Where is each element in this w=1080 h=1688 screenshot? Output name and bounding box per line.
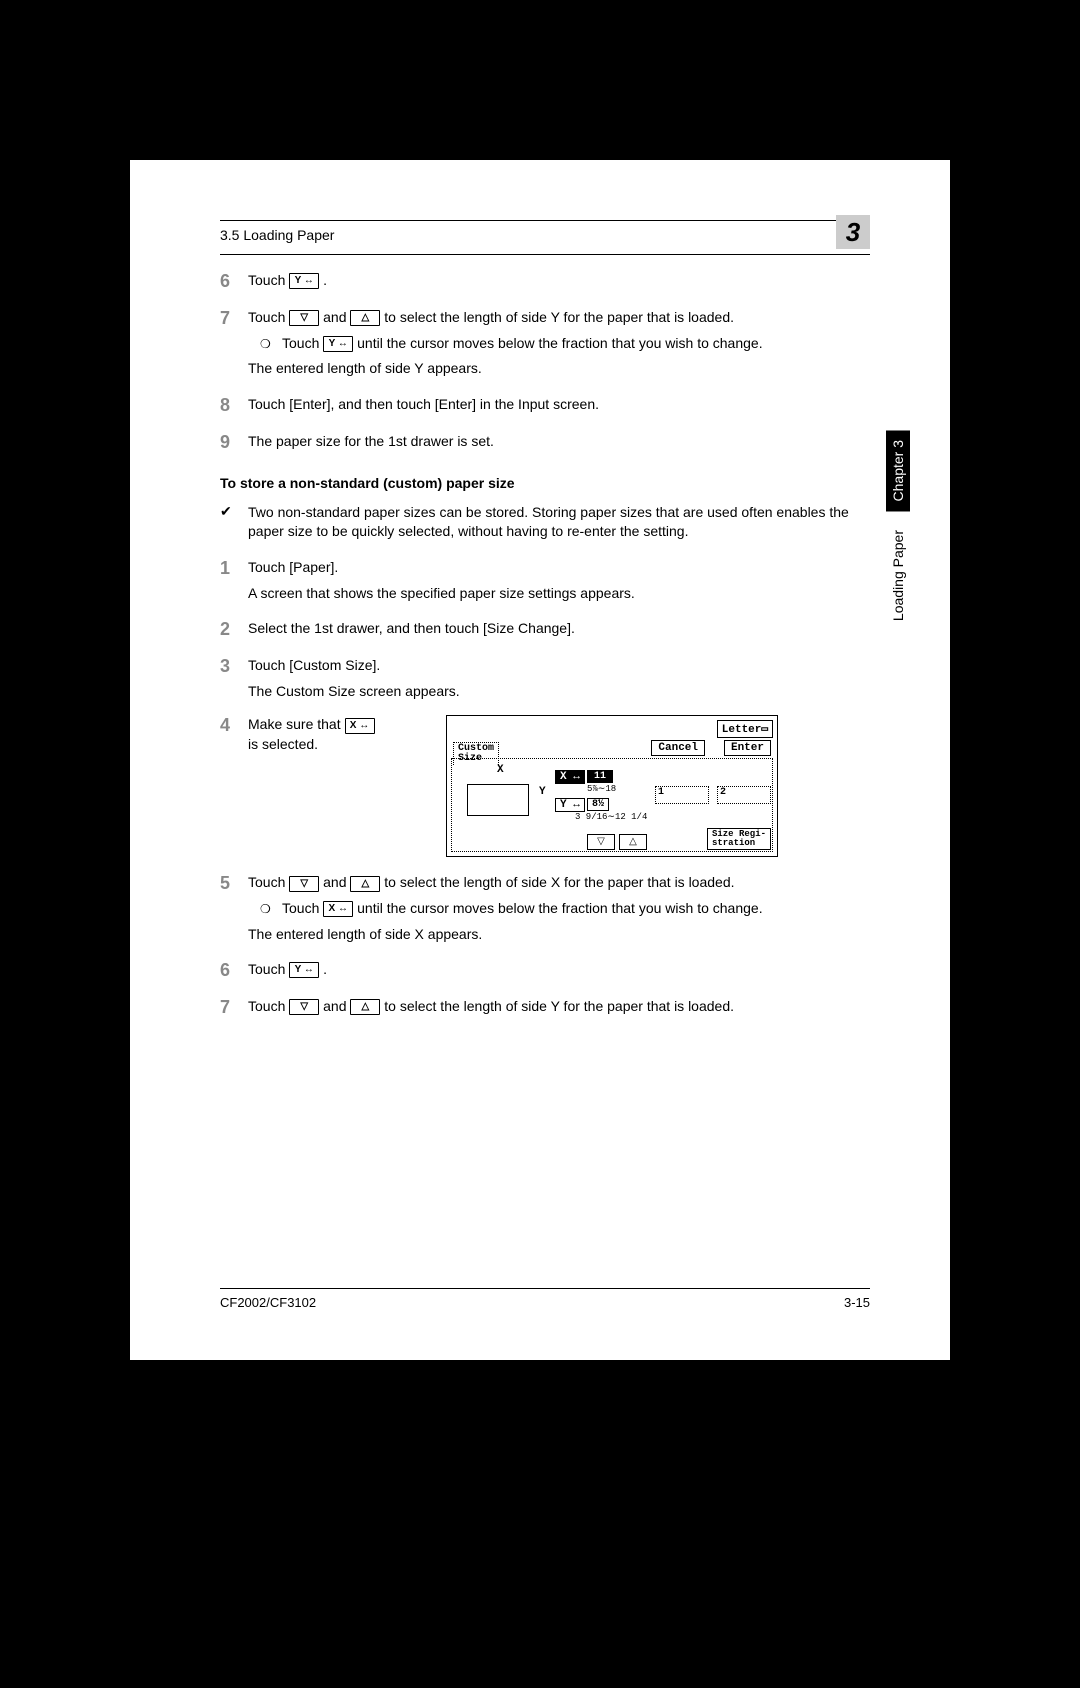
step-1: 1 Touch [Paper]. A screen that shows the… [220, 558, 870, 603]
down-arrow-button[interactable]: ▽ [289, 876, 319, 892]
lcd-memory-slot-1[interactable]: 1 [655, 786, 709, 804]
x-arrow-button[interactable]: X ↔ [345, 718, 375, 734]
footer: CF2002/CF3102 3-15 [220, 1288, 870, 1310]
step-3: 3 Touch [Custom Size]. The Custom Size s… [220, 656, 870, 701]
up-arrow-button[interactable]: △ [350, 876, 380, 892]
step-result: The entered length of side Y appears. [248, 359, 870, 379]
bullet-icon: ❍ [248, 899, 282, 919]
step-4: 4 Make sure that X ↔ is selected. Letter… [220, 715, 870, 857]
y-arrow-button[interactable]: Y ↔ [289, 962, 319, 978]
header-rule [220, 253, 870, 255]
step-number: 1 [220, 558, 248, 603]
down-arrow-button[interactable]: ▽ [289, 310, 319, 326]
lcd-x-button[interactable]: X ↔ [555, 770, 585, 784]
lcd-x-range: 5⅞∼18 [587, 784, 616, 794]
up-arrow-button[interactable]: △ [350, 999, 380, 1015]
section-title: 3.5 Loading Paper [220, 227, 334, 243]
step-number: 9 [220, 432, 248, 453]
lcd-size-registration-button[interactable]: Size Regi- stration [707, 828, 771, 850]
step-number: 7 [220, 308, 248, 379]
step-number: 7 [220, 997, 248, 1018]
y-arrow-button[interactable]: Y ↔ [289, 273, 319, 289]
up-arrow-button[interactable]: △ [350, 310, 380, 326]
step-6-top: 6 Touch Y ↔ . [220, 271, 870, 292]
step-number: 4 [220, 715, 248, 736]
lcd-enter-button[interactable]: Enter [724, 740, 771, 756]
note-row: ✔ Two non-standard paper sizes can be st… [220, 503, 870, 542]
side-tab-chapter: Chapter 3 [886, 430, 910, 511]
check-icon: ✔ [220, 503, 248, 542]
lcd-memory-slot-2[interactable]: 2 [717, 786, 771, 804]
lcd-y-range: 3 9/16∼12 1/4 [575, 812, 647, 822]
footer-page: 3-15 [844, 1295, 870, 1310]
page: 3.5 Loading Paper 3 Chapter 3 Loading Pa… [130, 160, 950, 1360]
chapter-number-box: 3 [836, 215, 870, 249]
step-result: A screen that shows the specified paper … [248, 584, 870, 604]
step-7-top: 7 Touch ▽ and △ to select the length of … [220, 308, 870, 379]
bullet-icon: ❍ [248, 334, 282, 354]
lcd-letter-indicator: Letter▭ [717, 720, 773, 738]
side-label-section: Loading Paper [890, 530, 906, 621]
step-number: 3 [220, 656, 248, 701]
lcd-down-button[interactable]: ▽ [587, 834, 615, 850]
lcd-y-axis-label: Y [539, 786, 546, 798]
step-9: 9 The paper size for the 1st drawer is s… [220, 432, 870, 453]
x-arrow-button[interactable]: X ↔ [323, 901, 353, 917]
step-result: The Custom Size screen appears. [248, 682, 870, 702]
step-number: 6 [220, 271, 248, 292]
step-8: 8 Touch [Enter], and then touch [Enter] … [220, 395, 870, 416]
step-number: 5 [220, 873, 248, 944]
down-arrow-button[interactable]: ▽ [289, 999, 319, 1015]
lcd-x-value: 11 [587, 770, 613, 783]
lcd-figure: Letter▭ Custom Size Cancel Enter X Y X ↔… [446, 715, 870, 857]
lcd-y-button[interactable]: Y ↔ [555, 798, 585, 812]
step-number: 2 [220, 619, 248, 640]
step-6-bot: 6 Touch Y ↔ . [220, 960, 870, 981]
y-arrow-button[interactable]: Y ↔ [323, 336, 353, 352]
lcd-y-value: 8½ [587, 798, 609, 811]
step-number: 8 [220, 395, 248, 416]
lcd-tray-diagram [467, 784, 529, 816]
step-2: 2 Select the 1st drawer, and then touch … [220, 619, 870, 640]
header: 3.5 Loading Paper 3 [220, 220, 870, 253]
footer-model: CF2002/CF3102 [220, 1295, 316, 1310]
step-result: The entered length of side X appears. [248, 925, 870, 945]
chapter-number: 3 [846, 217, 860, 248]
lcd-x-axis-label: X [497, 764, 504, 776]
subheading: To store a non-standard (custom) paper s… [220, 475, 870, 491]
step-5-bot: 5 Touch ▽ and △ to select the length of … [220, 873, 870, 944]
step-number: 6 [220, 960, 248, 981]
step-7-bot: 7 Touch ▽ and △ to select the length of … [220, 997, 870, 1018]
lcd-up-button[interactable]: △ [619, 834, 647, 850]
lcd-cancel-button[interactable]: Cancel [651, 740, 705, 756]
